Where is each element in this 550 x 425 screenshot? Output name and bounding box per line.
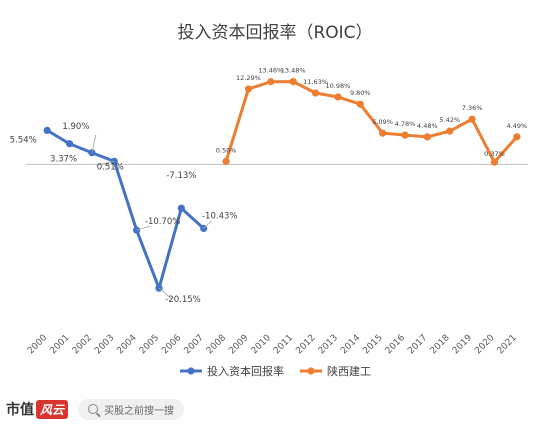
data-label-series-0: 1.90% [62, 122, 89, 132]
data-point-series-1 [513, 133, 521, 141]
x-tick-label: 2013 [317, 333, 340, 356]
legend-swatch-marker [187, 367, 195, 375]
data-point-series-0 [65, 140, 74, 148]
data-point-series-0 [133, 226, 141, 234]
x-tick-label: 2020 [473, 333, 496, 356]
data-label-series-0: -7.13% [166, 171, 196, 181]
data-label-series-1: 12.29% [236, 74, 261, 82]
series-layer [43, 78, 521, 292]
x-tick-label: 2011 [272, 333, 295, 356]
data-label-series-0: 5.54% [10, 135, 37, 145]
legend-swatch-marker [307, 367, 315, 375]
data-label-series-1: 5.09% [372, 118, 393, 126]
data-label-series-1: 0.50% [216, 146, 237, 154]
x-tick-label: 2003 [93, 333, 116, 356]
data-point-series-1 [423, 133, 431, 141]
x-tick-label: 2012 [294, 333, 317, 356]
data-label-leader [136, 225, 151, 231]
x-tick-label: 2005 [138, 333, 161, 356]
data-point-series-1 [222, 157, 230, 165]
x-tick-label: 2002 [71, 333, 94, 356]
data-label-series-1: 13.48% [281, 67, 306, 75]
legend: 投入资本回报率 陕西建工 [180, 364, 371, 378]
data-label-leader [96, 160, 115, 166]
data-label-series-0: 3.37% [50, 155, 77, 165]
data-label-series-1: 9.80% [350, 89, 371, 97]
data-point-series-1 [289, 78, 297, 86]
data-label-series-0: -10.70% [145, 217, 180, 227]
search-text: 买股之前搜一搜 [104, 405, 175, 417]
data-label-series-1: 4.49% [506, 122, 527, 130]
data-point-series-1 [356, 100, 364, 108]
brand-logo: 市值 风云 [6, 399, 69, 419]
data-label-series-1: 11.63% [303, 78, 328, 86]
x-tick-label: 2009 [227, 333, 250, 356]
data-point-series-0 [43, 126, 51, 134]
x-tick-label: 2018 [429, 333, 452, 356]
data-point-series-1 [401, 131, 409, 139]
data-label-leader [203, 220, 213, 229]
data-point-series-1 [379, 129, 387, 137]
x-tick-label: 2010 [250, 333, 273, 356]
footer-bar: 市值 风云 买股之前搜一搜 [0, 393, 550, 425]
data-label-series-0: -10.43% [202, 211, 237, 221]
x-tick-label: 2007 [183, 333, 206, 356]
search-pill[interactable]: 买股之前搜一搜 [78, 398, 185, 420]
x-tick-label: 2000 [26, 333, 49, 356]
data-label-series-1: 4.78% [395, 120, 416, 128]
data-point-series-1 [244, 85, 253, 93]
x-tick-label: 2021 [496, 333, 519, 356]
data-label-series-0: -20.15% [165, 295, 200, 305]
data-label-series-1: 4.48% [417, 122, 438, 130]
data-point-series-1 [311, 89, 320, 97]
data-point-series-1 [334, 93, 342, 101]
x-tick-label: 2015 [361, 333, 384, 356]
brand-badge: 风云 [36, 399, 69, 419]
chart-title: 投入资本回报率（ROIC） [177, 23, 372, 43]
data-label-series-1: 0.37% [484, 150, 505, 158]
data-point-series-1 [468, 115, 476, 123]
data-point-series-1 [490, 158, 499, 166]
x-tick-label: 2016 [384, 333, 407, 356]
data-point-series-1 [446, 127, 454, 135]
series-line-1 [224, 80, 518, 164]
data-point-series-1 [267, 78, 275, 86]
series-line-0 [46, 129, 205, 290]
data-point-series-0 [177, 204, 185, 212]
legend-label: 投入资本回报率 [207, 364, 284, 378]
roic-line-chart: 投入资本回报率（ROIC） 2000 2001 2002 2003 2004 2005 20… [10, 23, 528, 378]
x-tick-label: 2001 [48, 333, 71, 356]
x-tick-label: 2006 [160, 333, 183, 356]
data-label-layer: 5.54% 3.37% 1.90% 0.51% -10.70% -20.15% -7.13%… [10, 67, 527, 306]
x-tick-label: 2004 [115, 333, 138, 356]
data-label-series-1: 13.46% [258, 67, 283, 75]
data-label-series-1: 5.42% [439, 116, 460, 124]
data-label-series-1: 7.36% [462, 104, 483, 112]
data-label-series-1: 10.98% [326, 82, 351, 90]
data-label-leader [91, 134, 97, 153]
legend-label: 陕西建工 [327, 364, 371, 378]
x-tick-label: 2017 [406, 333, 429, 356]
x-tick-label: 2008 [205, 333, 228, 356]
search-icon [88, 404, 99, 414]
data-label-leader [158, 287, 172, 299]
data-label-series-0: 0.51% [97, 162, 124, 172]
x-tick-label: 2019 [451, 333, 474, 356]
axis-layer: 2000 2001 2002 2003 2004 2005 2006 2007 2008 2009… [26, 163, 528, 356]
brand-text: 市值 [6, 402, 34, 418]
x-tick-label: 2014 [339, 333, 362, 356]
